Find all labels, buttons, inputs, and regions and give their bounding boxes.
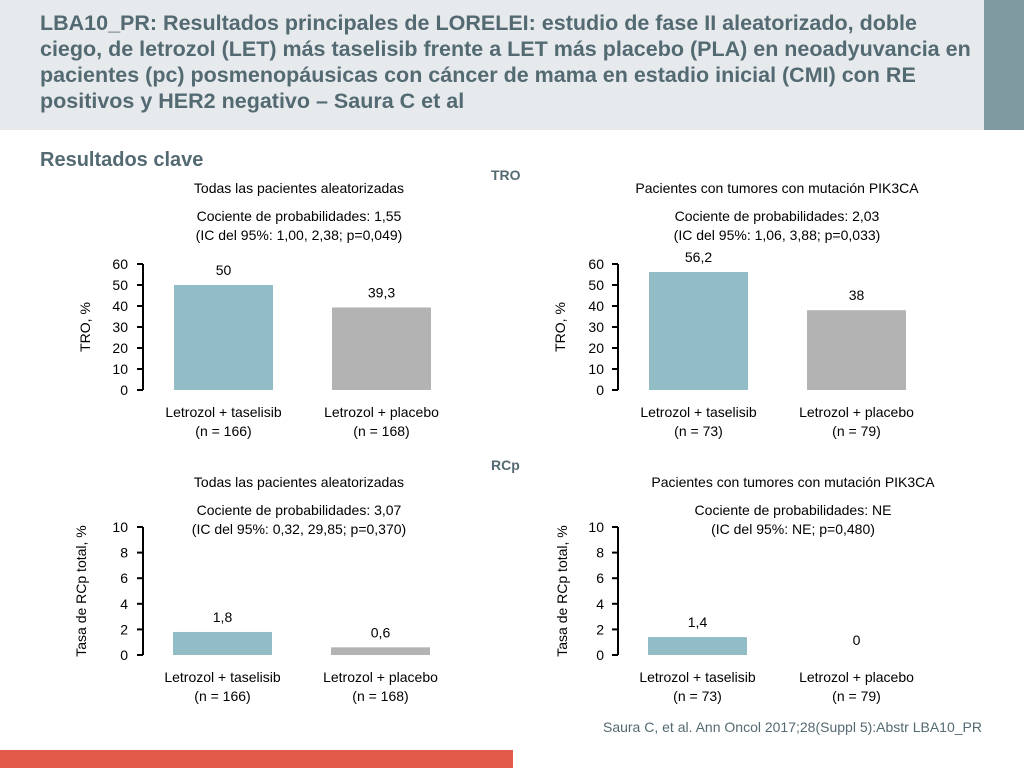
section-label-tro: TRO — [491, 167, 521, 183]
chart1-data-label: 50 — [216, 262, 232, 278]
chart2-y-axis-label: TRO, % — [552, 302, 568, 352]
chart1-y-tick-label: 50 — [112, 277, 128, 293]
chart4-bar-taselisib — [648, 637, 747, 655]
chart3-x-category-label: (n = 168) — [352, 688, 408, 704]
chart4-y-tick-label: 6 — [596, 570, 604, 586]
title-band — [0, 0, 984, 130]
chart2-bar-taselisib — [649, 271, 748, 390]
chart2-x-category-label: Letrozol + taselisib — [640, 404, 757, 420]
chart4-y-tick-label: 2 — [596, 621, 604, 637]
chart4-y-tick-label: 8 — [596, 545, 604, 561]
chart3-y-tick-label: 4 — [120, 596, 128, 612]
chart4-data-label: 1,4 — [688, 614, 708, 630]
chart1-y-axis-label: TRO, % — [77, 302, 93, 352]
chart3-x-category-label: Letrozol + placebo — [323, 669, 438, 685]
chart1-y-tick-label: 20 — [112, 340, 128, 356]
slide-subtitle: Resultados clave — [40, 149, 204, 171]
slide-title: LBA10_PR: Resultados principales de LORE… — [40, 11, 971, 113]
chart3-annotation-line: Cociente de probabilidades: 3,07 — [197, 502, 402, 518]
chart1-annotation-line: (IC del 95%: 1,00, 2,38; p=0,049) — [196, 227, 403, 243]
chart2-annotation-line: Cociente de probabilidades: 2,03 — [675, 208, 880, 224]
chart1-bar-placebo — [332, 307, 431, 390]
chart2-x-category-label: (n = 79) — [832, 423, 881, 439]
chart2-x-category-label: (n = 73) — [674, 423, 723, 439]
chart4-x-category-label: Letrozol + placebo — [799, 669, 914, 685]
chart4-y-axis-label: Tasa de RCp total, % — [554, 525, 570, 657]
chart1-x-category-label: Letrozol + taselisib — [165, 404, 282, 420]
chart3-x-category-label: (n = 166) — [194, 688, 250, 704]
chart1-title: Todas las pacientes aleatorizadas — [194, 180, 404, 196]
chart4-y-tick-label: 0 — [596, 647, 604, 663]
chart3-bar-taselisib — [173, 631, 272, 655]
chart4-title: Pacientes con tumores con mutación PIK3C… — [651, 474, 935, 490]
chart3-y-tick-label: 10 — [112, 519, 128, 535]
chart4-x-category-label: (n = 79) — [832, 688, 881, 704]
chart1-y-tick-label: 40 — [112, 298, 128, 314]
chart3-y-tick-label: 8 — [120, 545, 128, 561]
chart2-annotation-line: (IC del 95%: 1,06, 3,88; p=0,033) — [674, 227, 881, 243]
chart3-y-tick-label: 0 — [120, 647, 128, 663]
chart2-y-tick-label: 0 — [596, 382, 604, 398]
chart2-y-tick-label: 30 — [588, 319, 604, 335]
chart2-y-tick-label: 50 — [588, 277, 604, 293]
chart1-y-tick-label: 10 — [112, 361, 128, 377]
chart2-title: Pacientes con tumores con mutación PIK3C… — [635, 180, 919, 196]
chart3-x-category-label: Letrozol + taselisib — [164, 669, 281, 685]
chart2-y-tick-label: 40 — [588, 298, 604, 314]
chart1-y-tick-label: 60 — [112, 256, 128, 272]
chart4-data-label: 0 — [853, 632, 861, 648]
chart4-x-category-label: Letrozol + taselisib — [639, 669, 756, 685]
chart3-annotation-line: (IC del 95%: 0,32, 29,85; p=0,370) — [192, 521, 406, 537]
chart2-bar-placebo — [807, 310, 906, 390]
chart2-x-category-label: Letrozol + placebo — [799, 404, 914, 420]
chart1-data-label: 39,3 — [368, 284, 395, 300]
chart2-y-tick-label: 20 — [588, 340, 604, 356]
section-label-rcp: RCp — [491, 457, 520, 473]
chart3-bar-placebo — [331, 647, 430, 655]
chart1-x-category-label: Letrozol + placebo — [324, 404, 439, 420]
chart2-y-tick-label: 60 — [588, 256, 604, 272]
chart2-data-label: 56,2 — [685, 249, 712, 265]
chart1-y-tick-label: 0 — [120, 382, 128, 398]
bottom-accent-bar — [0, 750, 513, 768]
chart3-data-label: 1,8 — [213, 609, 233, 625]
chart1-annotation-line: Cociente de probabilidades: 1,55 — [197, 208, 402, 224]
chart3-y-axis-label: Tasa de RCp total, % — [73, 525, 89, 657]
chart4-y-tick-label: 4 — [596, 596, 604, 612]
citation-footnote: Saura C, et al. Ann Oncol 2017;28(Suppl … — [602, 719, 982, 735]
chart2-y-tick-label: 10 — [588, 361, 604, 377]
chart1-y-tick-label: 30 — [112, 319, 128, 335]
chart2-data-label: 38 — [849, 287, 865, 303]
chart1-x-category-label: (n = 166) — [195, 423, 251, 439]
title-accent-block — [984, 0, 1024, 130]
chart4-annotation-line: Cociente de probabilidades: NE — [695, 502, 892, 518]
chart3-y-tick-label: 6 — [120, 570, 128, 586]
chart4-x-category-label: (n = 73) — [673, 688, 722, 704]
chart3-title: Todas las pacientes aleatorizadas — [194, 474, 404, 490]
chart4-y-tick-label: 10 — [588, 519, 604, 535]
chart1-bar-taselisib — [174, 285, 273, 390]
chart3-data-label: 0,6 — [371, 624, 391, 640]
chart4-annotation-line: (IC del 95%: NE; p=0,480) — [711, 521, 875, 537]
chart3-y-tick-label: 2 — [120, 621, 128, 637]
chart1-x-category-label: (n = 168) — [353, 423, 409, 439]
